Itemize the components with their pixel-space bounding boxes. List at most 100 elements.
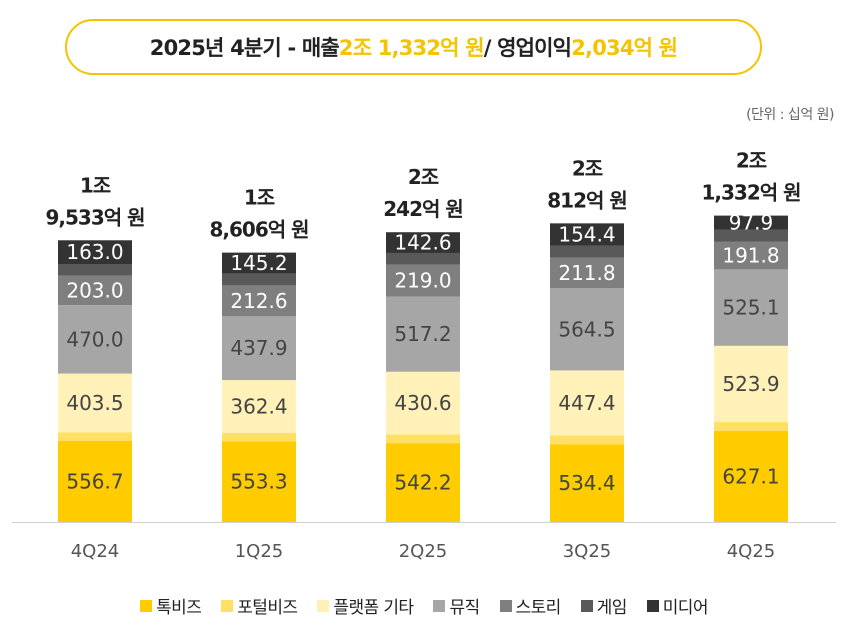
x-tick-label: 2Q25 xyxy=(399,541,448,562)
total-label-line1: 2조 xyxy=(408,165,439,189)
data-label: 627.1 xyxy=(722,464,779,488)
total-label-line1: 2조 xyxy=(572,156,603,180)
bar-segment-3q25-게임 xyxy=(550,245,624,258)
bar-segment-1q25-플랫폼-기타 xyxy=(222,380,296,433)
bar-segment-3q25-뮤직 xyxy=(550,288,624,371)
legend-label: 플랫폼 기타 xyxy=(333,598,414,618)
bar-segment-2q25-미디어 xyxy=(386,232,460,253)
data-label: 542.2 xyxy=(394,471,451,495)
data-label: 517.2 xyxy=(394,322,451,346)
bar-segment-4q24-게임 xyxy=(58,263,132,276)
legend-swatch xyxy=(499,599,512,612)
chart-legend: 톡비즈 포털비즈 플랫폼 기타 뮤직 스토리 게임 미디어 xyxy=(0,593,848,618)
legend-label: 뮤직 xyxy=(449,598,480,618)
total-label-line2: 242억 원 xyxy=(383,197,463,221)
data-label: 553.3 xyxy=(230,470,287,494)
bar-segment-3q25-미디어 xyxy=(550,223,624,246)
total-label-line2: 1,332억 원 xyxy=(701,181,800,205)
bar-segment-4q24-플랫폼-기타 xyxy=(58,373,132,433)
bar-segment-3q25-스토리 xyxy=(550,257,624,289)
bar-segment-2q25-포털비즈 xyxy=(386,434,460,444)
legend-swatch xyxy=(433,599,446,612)
legend-item: 뮤직 xyxy=(433,593,480,618)
unit-note: (단위 : 십억 원) xyxy=(746,107,834,123)
legend-label: 포털비즈 xyxy=(237,598,298,618)
bar-segment-4q25-뮤직 xyxy=(714,269,788,346)
legend-item: 미디어 xyxy=(646,593,709,618)
x-tick-label: 4Q24 xyxy=(71,541,120,562)
data-label: 97.9 xyxy=(729,211,774,235)
bar-segment-1q25-미디어 xyxy=(222,252,296,274)
legend-swatch xyxy=(317,599,330,612)
legend-label: 톡비즈 xyxy=(156,598,202,618)
legend-label: 스토리 xyxy=(515,598,562,618)
headline-operating-profit: 2,034억 원 xyxy=(571,36,678,60)
total-label-line1: 1조 xyxy=(80,173,111,197)
headline-separator: / 영업이익 xyxy=(483,36,572,60)
data-label: 145.2 xyxy=(230,251,287,275)
data-label: 437.9 xyxy=(230,336,287,360)
data-label: 525.1 xyxy=(722,296,779,320)
headline-prefix: 2025년 4분기 - 매출 xyxy=(149,36,340,60)
bar-segment-1q25-스토리 xyxy=(222,285,296,317)
bar-segment-1q25-톡비즈 xyxy=(222,441,296,522)
x-tick-label: 1Q25 xyxy=(235,541,284,562)
bar-segment-4q24-뮤직 xyxy=(58,305,132,374)
legend-item: 게임 xyxy=(580,593,628,618)
bar-segment-4q25-게임 xyxy=(714,229,788,242)
stacked-bar-chart: 556.7 403.5 470.0 203.0 163.0 1조 9,533억 원 4Q24 5… xyxy=(12,149,836,562)
data-label: 219.0 xyxy=(394,269,451,293)
bar-segment-2q25-뮤직 xyxy=(386,296,460,372)
total-label-line2: 812억 원 xyxy=(547,188,627,212)
legend-swatch xyxy=(580,599,593,612)
bar-segment-4q25-스토리 xyxy=(714,241,788,270)
legend-item: 포털비즈 xyxy=(221,593,298,618)
bar-segment-4q25-포털비즈 xyxy=(714,422,788,431)
data-label: 211.8 xyxy=(558,261,615,285)
data-label: 403.5 xyxy=(66,391,123,415)
bar-segment-2q25-톡비즈 xyxy=(386,443,460,522)
data-label: 203.0 xyxy=(66,278,123,302)
data-label: 447.4 xyxy=(558,391,615,415)
legend-swatch xyxy=(140,599,153,612)
bar-segment-1q25-뮤직 xyxy=(222,316,296,381)
data-label: 212.6 xyxy=(230,289,287,313)
bar-segment-1q25-포털비즈 xyxy=(222,432,296,442)
total-label-line1: 2조 xyxy=(736,149,767,173)
x-tick-label: 4Q25 xyxy=(727,541,776,562)
legend-item: 스토리 xyxy=(499,593,562,618)
headline-revenue: 2조 1,332억 원 xyxy=(338,36,485,60)
bar-segment-4q24-미디어 xyxy=(58,240,132,264)
bar-segment-4q25-톡비즈 xyxy=(714,430,788,522)
data-label: 362.4 xyxy=(230,394,287,418)
headline-banner: 2025년 4분기 - 매출 2조 1,332억 원 / 영업이익 2,034억… xyxy=(65,19,762,75)
legend-label: 게임 xyxy=(596,598,628,618)
data-label: 564.5 xyxy=(558,317,615,341)
data-label: 470.0 xyxy=(66,327,123,351)
legend-item: 톡비즈 xyxy=(140,593,202,618)
x-tick-label: 3Q25 xyxy=(563,541,612,562)
bar-segment-2q25-게임 xyxy=(386,252,460,265)
bar-segment-4q24-포털비즈 xyxy=(58,432,132,442)
bar-segment-2q25-플랫폼-기타 xyxy=(386,371,460,435)
bar-segment-4q24-톡비즈 xyxy=(58,441,132,522)
data-label: 430.6 xyxy=(394,391,451,415)
legend-label: 미디어 xyxy=(662,598,709,618)
bar-segment-1q25-게임 xyxy=(222,273,296,286)
bar-segment-3q25-플랫폼-기타 xyxy=(550,370,624,436)
bar-segment-3q25-포털비즈 xyxy=(550,435,624,445)
bar-segment-4q25-미디어 xyxy=(714,215,788,230)
data-label: 534.4 xyxy=(558,471,615,495)
total-label-line1: 1조 xyxy=(244,186,275,210)
data-label: 191.8 xyxy=(722,243,779,267)
bar-segment-2q25-스토리 xyxy=(386,264,460,297)
total-label-line2: 8,606억 원 xyxy=(209,218,308,242)
legend-item: 플랫폼 기타 xyxy=(317,593,414,618)
data-label: 163.0 xyxy=(66,240,123,264)
legend-swatch xyxy=(646,599,659,612)
data-label: 154.4 xyxy=(558,223,615,247)
bar-segment-4q25-플랫폼-기타 xyxy=(714,345,788,423)
bar-segment-3q25-톡비즈 xyxy=(550,444,624,522)
bar-segment-4q24-스토리 xyxy=(58,275,132,306)
data-label: 142.6 xyxy=(394,231,451,255)
